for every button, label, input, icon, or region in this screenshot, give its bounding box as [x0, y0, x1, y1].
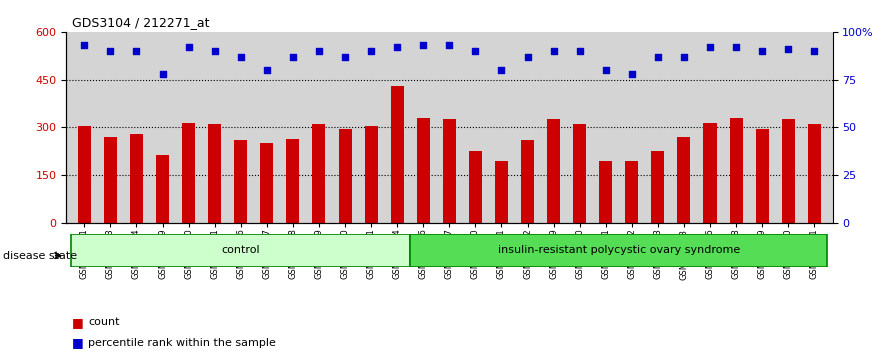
Point	[703, 44, 717, 50]
Bar	[260, 143, 273, 223]
Bar	[130, 134, 143, 223]
Bar	[599, 161, 612, 223]
Point	[599, 67, 613, 73]
Text: percentile rank within the sample: percentile rank within the sample	[88, 338, 276, 348]
Bar	[521, 140, 534, 223]
Point	[781, 46, 796, 52]
Bar	[71, 234, 411, 267]
Point	[312, 48, 326, 54]
Point	[338, 54, 352, 59]
Point	[573, 48, 587, 54]
Point	[442, 42, 456, 48]
Point	[469, 48, 483, 54]
Bar	[156, 154, 169, 223]
Point	[364, 48, 378, 54]
Bar	[182, 123, 195, 223]
Bar	[677, 137, 691, 223]
Point	[807, 48, 821, 54]
Point	[285, 54, 300, 59]
Text: disease state: disease state	[3, 251, 77, 261]
Point	[130, 48, 144, 54]
Bar	[78, 126, 91, 223]
Bar	[704, 123, 716, 223]
Bar	[365, 126, 378, 223]
Bar	[547, 120, 560, 223]
Bar	[234, 140, 248, 223]
Bar	[390, 86, 403, 223]
Bar	[443, 120, 455, 223]
Bar	[626, 161, 639, 223]
Point	[260, 67, 274, 73]
Text: GDS3104 / 212271_at: GDS3104 / 212271_at	[72, 16, 210, 29]
Bar	[651, 152, 664, 223]
Bar	[469, 152, 482, 223]
Point	[390, 44, 404, 50]
Text: count: count	[88, 317, 120, 327]
Text: ■: ■	[72, 316, 84, 329]
Bar	[338, 129, 352, 223]
Point	[729, 44, 744, 50]
Point	[155, 71, 169, 77]
Bar	[313, 124, 325, 223]
Bar	[208, 124, 221, 223]
Point	[416, 42, 430, 48]
Bar	[729, 118, 743, 223]
Point	[181, 44, 196, 50]
Point	[103, 48, 117, 54]
Point	[677, 54, 691, 59]
Bar	[104, 137, 117, 223]
Point	[208, 48, 222, 54]
Point	[494, 67, 508, 73]
Text: ■: ■	[72, 336, 84, 349]
Bar	[411, 234, 827, 267]
Point	[233, 54, 248, 59]
Point	[521, 54, 535, 59]
Point	[651, 54, 665, 59]
Text: insulin-resistant polycystic ovary syndrome: insulin-resistant polycystic ovary syndr…	[498, 245, 740, 256]
Bar	[808, 124, 821, 223]
Point	[625, 71, 639, 77]
Bar	[781, 120, 795, 223]
Bar	[286, 139, 300, 223]
Bar	[574, 124, 586, 223]
Bar	[417, 118, 430, 223]
Bar	[495, 161, 508, 223]
Point	[78, 42, 92, 48]
Point	[546, 48, 560, 54]
Text: control: control	[221, 245, 260, 256]
Point	[755, 48, 769, 54]
Bar	[756, 129, 768, 223]
